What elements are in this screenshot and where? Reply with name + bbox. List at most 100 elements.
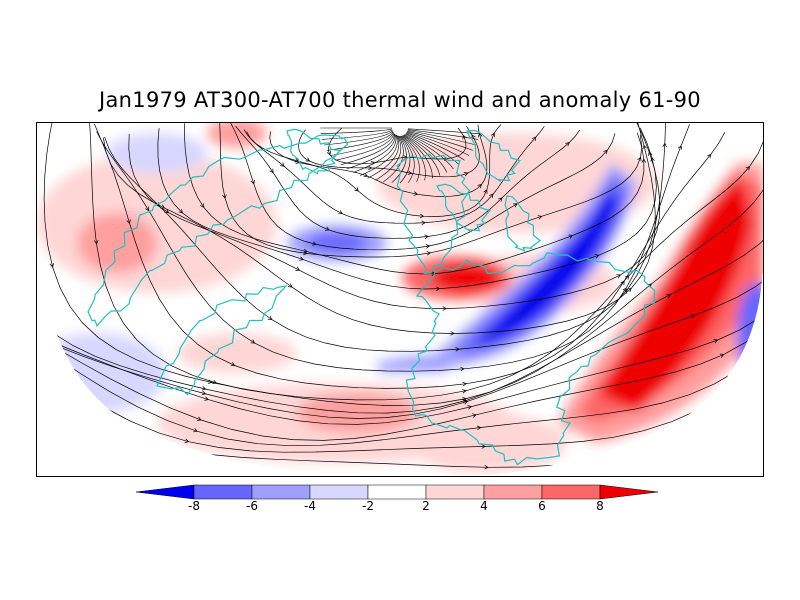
coastlines bbox=[87, 128, 656, 466]
streamline-arrow bbox=[616, 274, 622, 279]
coastline bbox=[504, 195, 541, 252]
streamline bbox=[405, 133, 460, 166]
streamline-arrow bbox=[305, 157, 311, 162]
streamline-arrow bbox=[207, 379, 213, 384]
streamline bbox=[93, 123, 726, 389]
streamline-arrow bbox=[230, 362, 236, 367]
colorbar bbox=[136, 484, 659, 500]
streamline-arrow bbox=[476, 425, 482, 431]
colorbar-tick-label: -2 bbox=[362, 499, 374, 513]
streamline bbox=[88, 123, 763, 401]
streamline-arrow bbox=[200, 203, 205, 209]
colorbar-segment bbox=[309, 484, 369, 500]
streamline-arrow bbox=[713, 339, 719, 344]
streamline-arrow bbox=[624, 275, 630, 280]
streamline bbox=[243, 126, 545, 224]
streamline-arrow bbox=[677, 145, 682, 150]
streamline-arrow bbox=[250, 339, 256, 344]
streamline-arrow bbox=[425, 244, 431, 249]
streamline-arrow bbox=[303, 250, 308, 256]
streamline-arrow bbox=[295, 266, 301, 271]
streamline-arrow bbox=[537, 215, 543, 220]
streamline bbox=[102, 123, 656, 334]
streamline-arrow bbox=[471, 134, 476, 139]
streamline bbox=[324, 130, 393, 146]
streamline-arrow bbox=[178, 209, 183, 214]
streamline bbox=[346, 133, 396, 170]
colorbar-tick-label: -8 bbox=[188, 499, 200, 513]
streamline-arrow bbox=[483, 189, 488, 194]
streamline-arrow bbox=[484, 464, 489, 470]
streamline-arrow bbox=[267, 315, 273, 321]
streamline bbox=[246, 124, 502, 217]
streamline-arrow bbox=[622, 287, 627, 293]
streamline-arrow bbox=[287, 283, 293, 288]
streamline-arrow bbox=[407, 170, 413, 175]
streamline-arrow bbox=[463, 400, 469, 405]
streamline bbox=[37, 123, 763, 453]
chart-title: Jan1979 AT300-AT700 thermal wind and ano… bbox=[99, 88, 701, 112]
streamline-arrow bbox=[746, 375, 751, 380]
streamline bbox=[37, 123, 763, 425]
streamline-arrow bbox=[250, 179, 255, 185]
streamline bbox=[335, 132, 394, 161]
streamline-arrow bbox=[594, 254, 600, 259]
colorbar-segment bbox=[193, 484, 253, 500]
streamline bbox=[269, 124, 488, 197]
streamline-arrow bbox=[363, 172, 369, 178]
streamline-arrow bbox=[201, 386, 207, 391]
coastline bbox=[436, 183, 492, 233]
streamline-arrow bbox=[462, 381, 468, 387]
streamline bbox=[399, 135, 411, 184]
streamline bbox=[407, 129, 479, 140]
coastline bbox=[396, 153, 471, 275]
streamline bbox=[404, 134, 448, 173]
streamline bbox=[219, 123, 643, 258]
streamline-arrow bbox=[462, 389, 467, 394]
projection-edge bbox=[37, 242, 763, 476]
streamline bbox=[157, 127, 657, 290]
streamline-arrow bbox=[662, 142, 667, 148]
colorbar-segment bbox=[251, 484, 311, 500]
streamline bbox=[37, 127, 763, 419]
colorbar-segment bbox=[541, 484, 601, 500]
colorbar-segment bbox=[483, 484, 543, 500]
streamline-arrow bbox=[648, 151, 653, 156]
streamline-arrow bbox=[498, 197, 503, 202]
streamline-arrow bbox=[745, 165, 751, 171]
streamline-arrow bbox=[603, 149, 608, 155]
streamline-arrow bbox=[706, 153, 712, 159]
streamline-arrow bbox=[462, 134, 467, 140]
streamline-arrow bbox=[212, 379, 218, 385]
streamline-arrow bbox=[481, 444, 486, 449]
streamline-arrow bbox=[413, 191, 419, 196]
streamline-arrow bbox=[463, 172, 469, 177]
streamline bbox=[406, 131, 470, 156]
streamline-arrow bbox=[627, 287, 632, 293]
streamline bbox=[407, 128, 480, 134]
streamline-arrow bbox=[197, 416, 202, 421]
streamline-arrow bbox=[338, 210, 343, 215]
streamline bbox=[230, 123, 616, 251]
streamline-arrow bbox=[419, 213, 425, 219]
streamlines bbox=[37, 123, 763, 470]
streamline bbox=[184, 123, 645, 275]
streamline bbox=[327, 131, 393, 151]
streamline bbox=[320, 128, 393, 134]
streamline-arrow bbox=[204, 396, 209, 401]
streamline bbox=[37, 123, 763, 414]
streamline-arrow bbox=[666, 294, 672, 299]
streamline-arrow bbox=[145, 206, 150, 212]
colorbar-tick-label: 4 bbox=[480, 499, 488, 513]
streamline-arrow bbox=[201, 390, 207, 396]
streamline bbox=[403, 134, 441, 176]
streamline-arrow bbox=[326, 150, 331, 156]
streamline-arrow bbox=[299, 256, 304, 261]
streamline-arrow bbox=[193, 428, 198, 433]
streamline-arrow bbox=[719, 353, 725, 358]
streamline bbox=[367, 135, 400, 179]
streamline-arrow bbox=[184, 438, 190, 443]
coastline bbox=[156, 285, 288, 396]
streamline-arrow bbox=[489, 193, 494, 199]
streamline bbox=[352, 134, 397, 173]
